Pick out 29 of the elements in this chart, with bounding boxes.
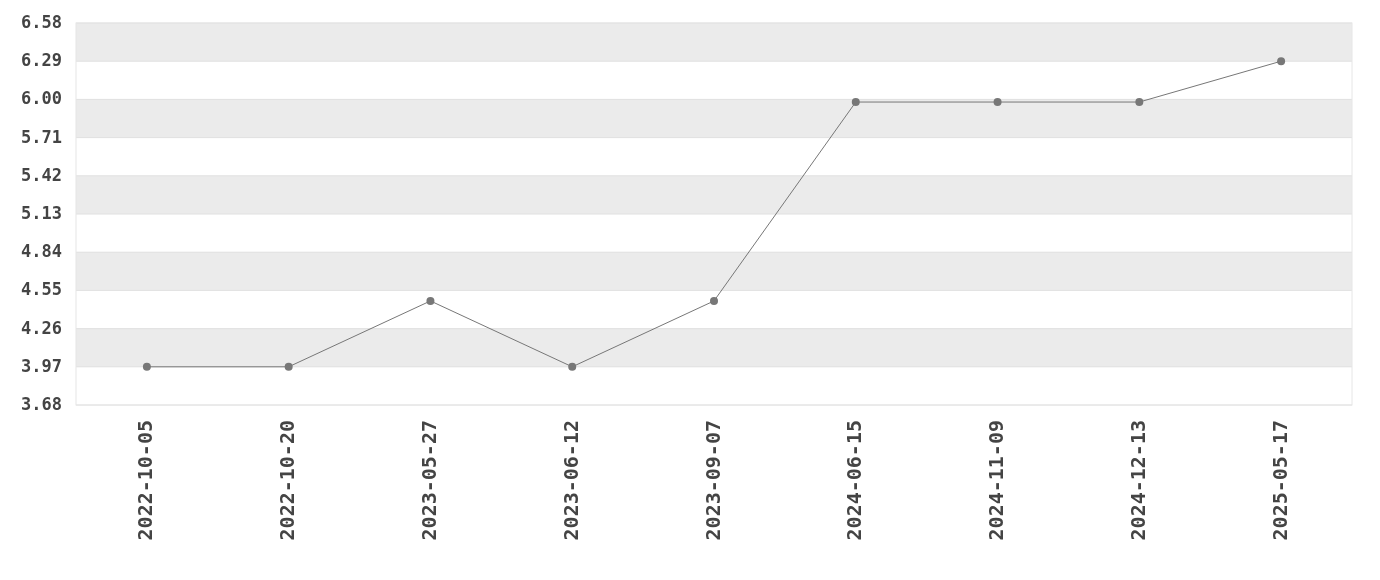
y-tick-label: 4.84 — [21, 241, 62, 262]
y-tick-label: 3.68 — [21, 394, 62, 414]
x-tick-label: 2023-06-12 — [558, 420, 583, 541]
x-tick-label: 2022-10-05 — [133, 420, 158, 541]
point — [851, 98, 860, 107]
point — [993, 98, 1002, 107]
x-tick-label: 2023-05-27 — [416, 420, 441, 541]
x-tick-label: 2024-12-13 — [1125, 420, 1150, 541]
x-tick-label: 2023-09-07 — [700, 420, 725, 541]
y-tick-label: 5.13 — [21, 203, 62, 223]
y-tick-label: 6.29 — [21, 50, 62, 71]
point — [710, 296, 718, 305]
y-tick-label: 3.97 — [21, 355, 62, 376]
x-tick-label: 2024-06-15 — [842, 420, 867, 541]
point — [426, 296, 435, 305]
point — [1277, 57, 1286, 66]
y-tick-label: 5.42 — [21, 164, 62, 185]
point — [1135, 98, 1144, 107]
y-tick-label: 4.26 — [21, 317, 62, 338]
point — [142, 362, 151, 371]
y-tick-label: 6.58 — [21, 12, 62, 32]
point — [568, 362, 577, 371]
y-tick-label: 5.71 — [21, 126, 62, 147]
y-tick-label: 6.00 — [21, 88, 62, 109]
x-tick-label: 2025-05-17 — [1267, 420, 1292, 541]
x-tick-label: 2024-11-09 — [984, 420, 1009, 541]
point — [284, 362, 293, 371]
y-tick-label: 4.55 — [21, 279, 62, 300]
x-tick-label: 2022-10-20 — [275, 420, 300, 541]
